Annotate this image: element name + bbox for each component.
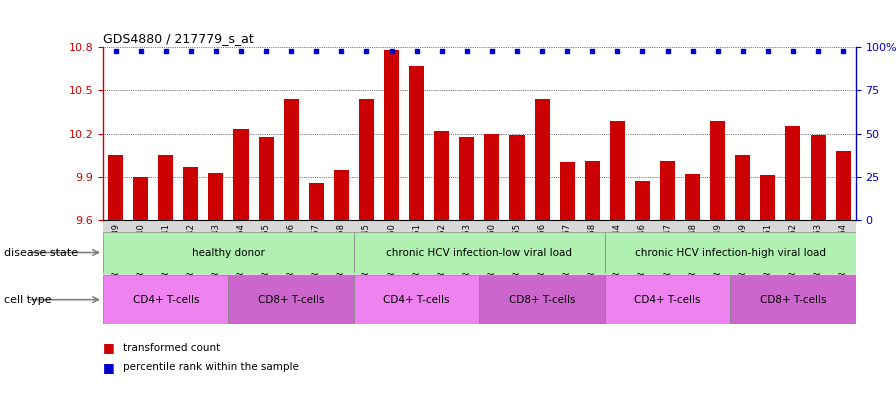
Bar (209, 173, 223, 220)
Bar (560, 162, 574, 220)
Bar (435, 131, 449, 220)
Text: CD4+ T-cells: CD4+ T-cells (634, 295, 701, 305)
Text: CD4+ T-cells: CD4+ T-cells (383, 295, 450, 305)
Bar (159, 155, 173, 220)
Bar (485, 134, 499, 220)
Text: ■: ■ (103, 341, 115, 354)
Bar (610, 121, 625, 220)
Bar (510, 135, 524, 220)
Text: CD8+ T-cells: CD8+ T-cells (509, 295, 575, 305)
Bar (535, 99, 549, 220)
Bar (259, 136, 273, 220)
Bar (108, 155, 123, 220)
Bar (836, 151, 850, 220)
Bar (103, 275, 228, 324)
Bar (354, 232, 605, 273)
Bar (228, 275, 354, 324)
Bar (103, 232, 354, 273)
Text: transformed count: transformed count (123, 343, 220, 353)
Bar (786, 127, 800, 220)
Bar (711, 121, 725, 220)
Text: GDS4880 / 217779_s_at: GDS4880 / 217779_s_at (103, 31, 254, 44)
Bar (134, 177, 148, 220)
Text: disease state: disease state (4, 248, 79, 259)
Bar (605, 232, 856, 273)
Bar (359, 99, 374, 220)
Bar (354, 275, 479, 324)
Bar (605, 275, 730, 324)
Text: cell type: cell type (4, 295, 52, 305)
Bar (811, 135, 825, 220)
Bar (730, 275, 856, 324)
Text: percentile rank within the sample: percentile rank within the sample (123, 362, 298, 373)
Text: CD8+ T-cells: CD8+ T-cells (760, 295, 826, 305)
Bar (479, 275, 605, 324)
Bar (460, 136, 474, 220)
Bar (234, 129, 248, 220)
Bar (660, 161, 675, 220)
Text: healthy donor: healthy donor (192, 248, 265, 257)
Text: chronic HCV infection-low viral load: chronic HCV infection-low viral load (386, 248, 573, 257)
Bar (635, 181, 650, 220)
Bar (284, 99, 298, 220)
Bar (384, 50, 399, 220)
Bar (409, 66, 424, 220)
Bar (736, 155, 750, 220)
Bar (309, 183, 323, 220)
Text: ■: ■ (103, 361, 115, 374)
Text: CD8+ T-cells: CD8+ T-cells (258, 295, 324, 305)
Bar (761, 175, 775, 220)
Text: chronic HCV infection-high viral load: chronic HCV infection-high viral load (634, 248, 826, 257)
Bar (585, 161, 599, 220)
Bar (685, 174, 700, 220)
Bar (334, 170, 349, 220)
Bar (184, 167, 198, 220)
Text: CD4+ T-cells: CD4+ T-cells (133, 295, 199, 305)
